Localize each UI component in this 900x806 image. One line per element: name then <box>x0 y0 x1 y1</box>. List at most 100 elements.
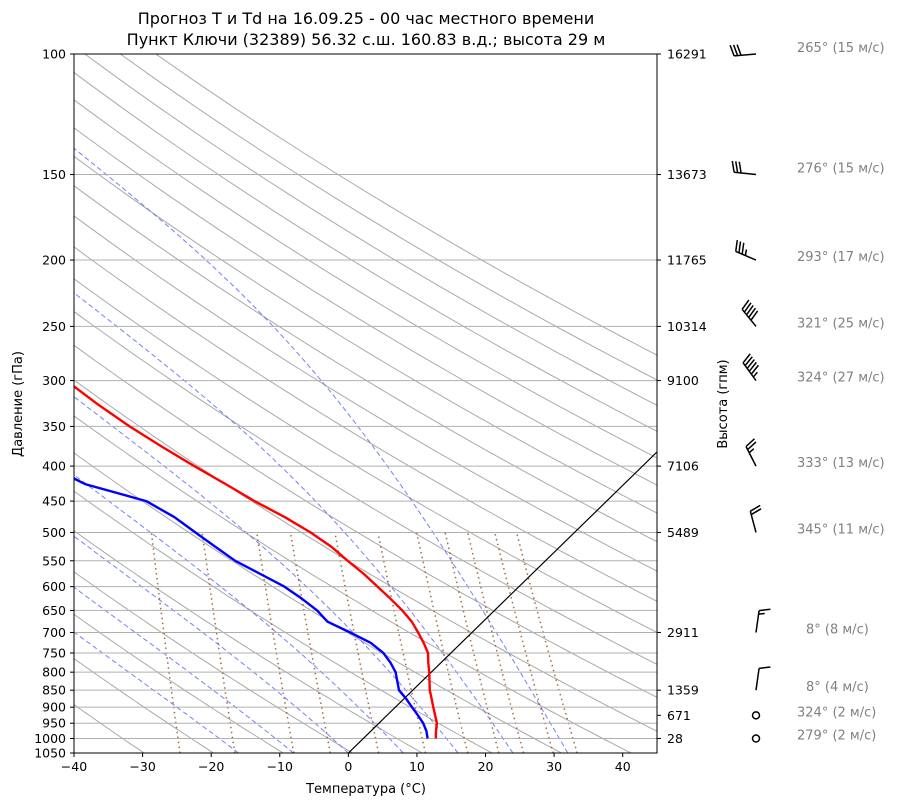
wind-label: 293° (17 м/с) <box>797 250 885 265</box>
barb-feather <box>748 307 757 318</box>
y-tick-label: 100 <box>42 47 66 62</box>
barb-feather <box>745 438 755 448</box>
wind-label: 333° (13 м/с) <box>797 456 885 471</box>
barb-feather <box>732 44 739 56</box>
barb-shaft <box>749 510 757 533</box>
y-axis-label: Давление (гПа) <box>11 351 26 457</box>
barb-shaft <box>742 362 757 382</box>
mixing-ratio-line <box>494 532 554 753</box>
plot-frame <box>73 53 658 754</box>
x-tick-label: 0 <box>344 759 352 774</box>
barb-feather <box>735 161 739 173</box>
dry-adiabat <box>74 310 657 665</box>
barb-feather <box>745 305 754 316</box>
dry-adiabat <box>74 185 657 543</box>
moist-adiabat <box>74 535 349 753</box>
barb-feather <box>738 241 742 253</box>
barb-feather <box>750 508 762 516</box>
mixing-ratio-line <box>150 532 181 753</box>
y-tick-label: 150 <box>42 167 66 182</box>
x-tick-label: 30 <box>546 759 562 774</box>
mixing-ratio-line <box>255 532 295 753</box>
wind-barb <box>735 240 757 261</box>
dry-adiabat <box>74 215 657 572</box>
barb-feather <box>736 44 742 56</box>
moist-adiabat <box>74 147 569 753</box>
wind-barb <box>751 734 761 743</box>
barb-shaft <box>745 446 757 467</box>
wind-label: 345° (11 м/с) <box>797 522 885 537</box>
barb-feather <box>750 310 759 321</box>
y-tick-label: 750 <box>42 645 66 660</box>
moist-adiabat <box>74 474 404 753</box>
height-tick-label: 11765 <box>667 253 707 268</box>
dry-adiabat <box>74 415 632 753</box>
barb-shaft <box>734 171 757 176</box>
barb-half-feather <box>752 371 758 378</box>
y-tick-label: 400 <box>42 459 66 474</box>
y-tick-label: 250 <box>42 319 66 334</box>
x-tick-label: 40 <box>615 759 631 774</box>
y-tick-label: 450 <box>42 494 66 509</box>
y-tick-label: 350 <box>42 419 66 434</box>
dry-adiabat <box>74 127 657 486</box>
chart-title-line1: Прогноз T и Td на 16.09.25 - 00 час мест… <box>138 9 594 28</box>
dry-adiabat <box>74 99 657 459</box>
barb-feather <box>741 242 745 255</box>
mixing-ratio-line <box>201 532 236 753</box>
barb-feather <box>744 356 753 367</box>
wind-label: 324° (2 м/с) <box>797 705 876 720</box>
barb-feather <box>748 361 757 372</box>
y-axis-ticks: 100 150 200 250 300 350 400 450 500 550 600 650 700 7… <box>34 47 74 761</box>
parcel-line <box>347 451 657 753</box>
height-tick-label: 7106 <box>667 459 699 474</box>
wind-label: 8° (4 м/с) <box>806 680 869 695</box>
calm-circle <box>751 734 761 743</box>
barb-shaft <box>741 308 757 327</box>
wind-barb <box>742 353 760 382</box>
moist-adiabat <box>74 292 514 753</box>
dry-adiabat <box>74 658 214 753</box>
y-tick-label: 600 <box>42 579 66 594</box>
barb-half-feather <box>748 448 755 454</box>
dry-adiabat <box>74 155 657 514</box>
dry-adiabat <box>74 278 657 634</box>
wind-barb <box>749 504 762 533</box>
wind-label: 8° (8 м/с) <box>806 622 869 637</box>
wind-label: 324° (27 м/с) <box>797 371 885 386</box>
y-tick-label: 300 <box>42 373 66 388</box>
wind-barb <box>751 711 761 720</box>
profile-T <box>74 384 439 739</box>
x-tick-label: −40 <box>61 759 87 774</box>
barb-feather <box>741 299 750 310</box>
y-tick-label: 200 <box>42 253 66 268</box>
x-tick-label: −10 <box>267 759 293 774</box>
barb-feather <box>746 359 755 369</box>
x-tick-label: −20 <box>198 759 224 774</box>
y-tick-label: 650 <box>42 603 66 618</box>
barb-shaft <box>735 250 757 261</box>
mixing-ratio-line <box>444 532 500 753</box>
y-tick-label: 1050 <box>34 746 66 761</box>
dry-adiabat <box>74 571 353 753</box>
x-tick-label: −30 <box>129 759 155 774</box>
height-axis-label: Высота (гпм) <box>716 359 731 448</box>
mixing-ratio-line <box>415 532 469 753</box>
barb-feather <box>735 240 739 252</box>
y-tick-label: 500 <box>42 525 66 540</box>
dry-adiabat <box>74 490 493 753</box>
x-axis-ticks: −40 −30 −20 −10 0 10 20 30 40 <box>61 753 631 774</box>
mixing-ratio-line <box>289 532 332 753</box>
y-tick-label: 950 <box>42 716 66 731</box>
height-tick-label: 2911 <box>667 625 699 640</box>
barb-feather <box>743 302 752 313</box>
wind-barb <box>745 438 757 467</box>
dry-adiabat <box>74 246 657 602</box>
wind-label: 279° (2 м/с) <box>797 728 876 743</box>
dry-adiabat <box>74 530 423 753</box>
dry-adiabat <box>74 344 657 698</box>
barb-feather <box>731 160 735 173</box>
y-tick-label: 900 <box>42 700 66 715</box>
barb-feather <box>742 353 751 364</box>
mixing-ratio-line <box>377 532 427 753</box>
